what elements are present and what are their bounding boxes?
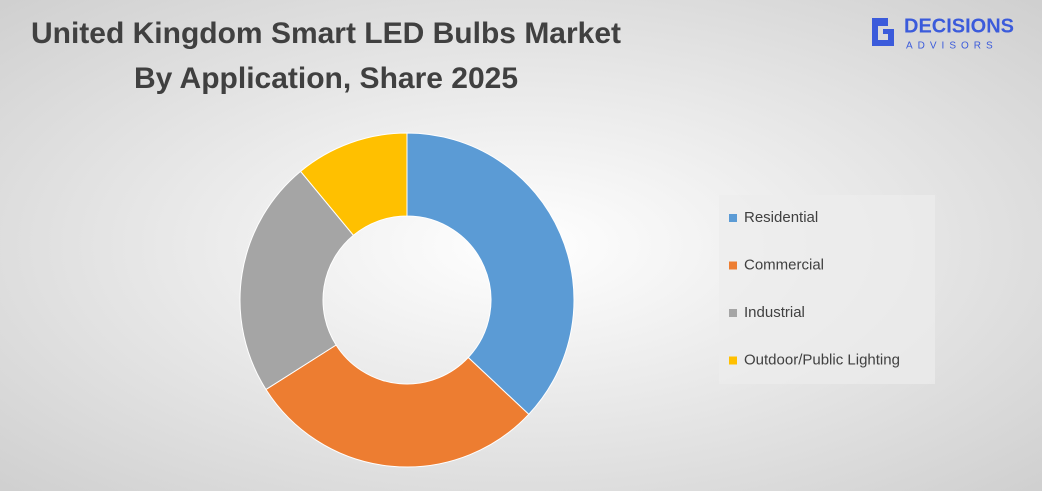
- legend-label: Outdoor/Public Lighting: [744, 351, 900, 368]
- legend-label: Residential: [744, 209, 818, 226]
- legend-label: Industrial: [744, 304, 805, 321]
- logo-icon: [872, 18, 894, 46]
- chart-subtitle: By Application, Share 2025: [134, 62, 518, 95]
- logo-name: DECISIONS: [904, 15, 1014, 37]
- legend-swatch: [729, 261, 737, 270]
- legend-box: [719, 195, 935, 384]
- logo-tagline: ADVISORS: [906, 41, 998, 52]
- legend-swatch: [729, 356, 737, 365]
- legend-label: Commercial: [744, 256, 824, 273]
- donut-slice: [265, 344, 530, 468]
- legend-swatch: [729, 214, 737, 222]
- donut-slice: [406, 132, 575, 416]
- chart-title: United Kingdom Smart LED Bulbs Market: [31, 17, 621, 50]
- donut-slice: [299, 132, 408, 236]
- legend-swatch: [729, 309, 737, 317]
- donut-slice: [239, 170, 355, 391]
- logo: DECISIONS ADVISORS: [872, 15, 1014, 52]
